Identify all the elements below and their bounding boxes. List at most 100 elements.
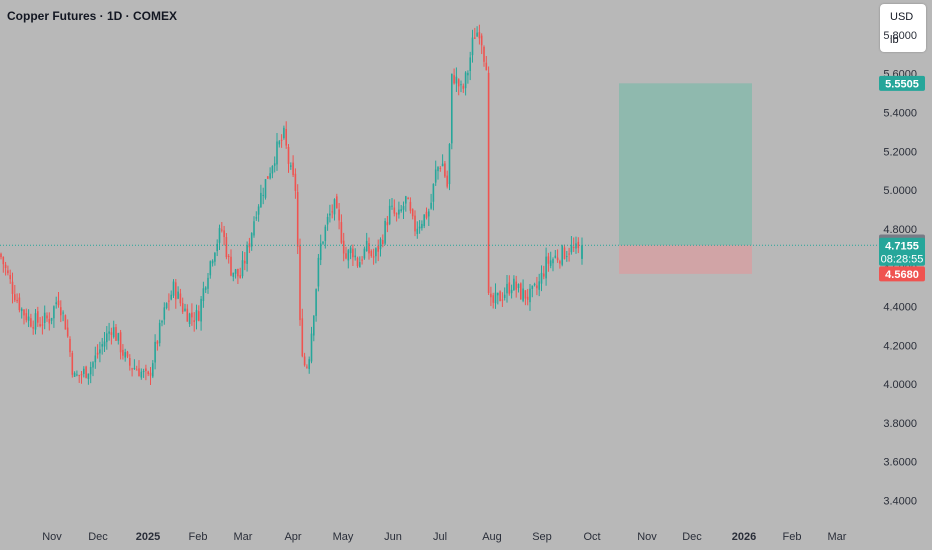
candle-body — [524, 290, 527, 299]
candle-body — [384, 221, 386, 244]
candle-body — [149, 372, 152, 376]
currency-label[interactable]: USD — [890, 11, 914, 23]
candle-body — [464, 72, 467, 89]
candle-body — [290, 165, 292, 167]
candle-body — [4, 264, 7, 268]
candle-body — [407, 198, 409, 200]
candle-body — [225, 237, 228, 258]
candle-body — [487, 72, 490, 293]
price-tick-label: 5.4000 — [883, 108, 917, 120]
price-tag-label: 4.7155 — [885, 240, 919, 252]
candle-body — [365, 240, 368, 252]
time-tick-label: Dec — [88, 531, 108, 543]
candle-body — [522, 288, 524, 301]
price-tick-label: 4.0000 — [883, 379, 917, 391]
candle-body — [428, 211, 430, 217]
candle-body — [308, 359, 310, 370]
candle-body — [333, 199, 336, 215]
candle-body — [138, 368, 140, 377]
candle-body — [400, 209, 402, 212]
candle-body — [559, 261, 561, 264]
candle-body — [570, 245, 573, 253]
candle-body — [257, 206, 260, 215]
time-tick-label: Feb — [189, 531, 208, 543]
candle-body — [237, 268, 239, 277]
candle-body — [202, 288, 205, 301]
candle-body — [11, 281, 14, 294]
candle-body — [85, 366, 87, 378]
candle-body — [377, 245, 379, 252]
candle-body — [287, 147, 290, 164]
time-tick-label: May — [333, 531, 354, 543]
candle-body — [280, 139, 283, 141]
candle-body — [191, 312, 193, 318]
candle-body — [122, 349, 124, 356]
candle-body — [467, 72, 469, 76]
candle-body — [221, 229, 223, 231]
candle-body — [227, 255, 230, 257]
candle-body — [393, 207, 396, 214]
candle-body — [513, 278, 515, 291]
candle-body — [455, 76, 458, 84]
candle-body — [106, 333, 108, 343]
candle-body — [145, 368, 147, 372]
candle-body — [30, 318, 32, 327]
unit-selector[interactable]: USD lb — [880, 4, 926, 52]
price-tag-box — [879, 266, 925, 282]
price-tick-label: 3.6000 — [883, 457, 917, 469]
candle-body — [165, 303, 168, 309]
candle-body — [73, 372, 76, 377]
time-tick-label: Sep — [532, 531, 552, 543]
candle-body — [345, 253, 347, 259]
candle-body — [195, 310, 198, 321]
time-tick-label: Nov — [637, 531, 657, 543]
candle-body — [336, 196, 338, 209]
candle-body — [124, 352, 126, 358]
candle-body — [64, 315, 67, 330]
candle-body — [20, 308, 23, 312]
time-axis[interactable]: Nov Dec 2025 Feb Mar Apr May Jun Jul Aug Sep Oct Nov… — [42, 531, 847, 543]
profit-zone — [619, 83, 752, 246]
time-tick-label: Jun — [384, 531, 402, 543]
candle-body — [55, 302, 57, 305]
candle-body — [296, 192, 299, 247]
candle-body — [161, 321, 163, 323]
candle-body — [181, 303, 184, 312]
candle-body — [32, 327, 34, 329]
price-tick-label: 5.8000 — [883, 30, 917, 42]
candle-body — [536, 285, 538, 289]
candle-body — [462, 85, 465, 89]
candle-body — [526, 296, 529, 300]
time-tick-label: Aug — [482, 531, 502, 543]
candle-body — [110, 332, 113, 335]
candle-body — [478, 32, 481, 39]
candle-body — [46, 315, 48, 319]
candle-body — [53, 306, 55, 319]
candle-body — [152, 363, 154, 377]
candle-body — [469, 57, 471, 72]
candle-body — [285, 128, 287, 146]
candle-body — [347, 250, 350, 261]
candle-body — [246, 245, 248, 264]
candle-body — [402, 206, 405, 210]
candle-body — [87, 373, 90, 379]
candle-body — [510, 289, 513, 294]
candle-body — [69, 338, 71, 353]
candle-body — [83, 368, 85, 374]
candle-body — [62, 312, 64, 314]
candle-body — [57, 300, 60, 306]
candle-body — [538, 281, 540, 290]
unit-label[interactable]: lb — [890, 34, 899, 46]
candle-body — [264, 179, 267, 198]
loss-zone — [619, 245, 752, 274]
candle-body — [135, 369, 138, 371]
candle-body — [41, 324, 44, 326]
time-tick-label: Jul — [433, 531, 447, 543]
candle-body — [260, 192, 262, 208]
candle-body — [39, 324, 41, 327]
candle-body — [319, 243, 322, 260]
candle-body — [508, 282, 511, 294]
position-zones[interactable] — [619, 83, 752, 274]
candle-body — [554, 255, 557, 258]
